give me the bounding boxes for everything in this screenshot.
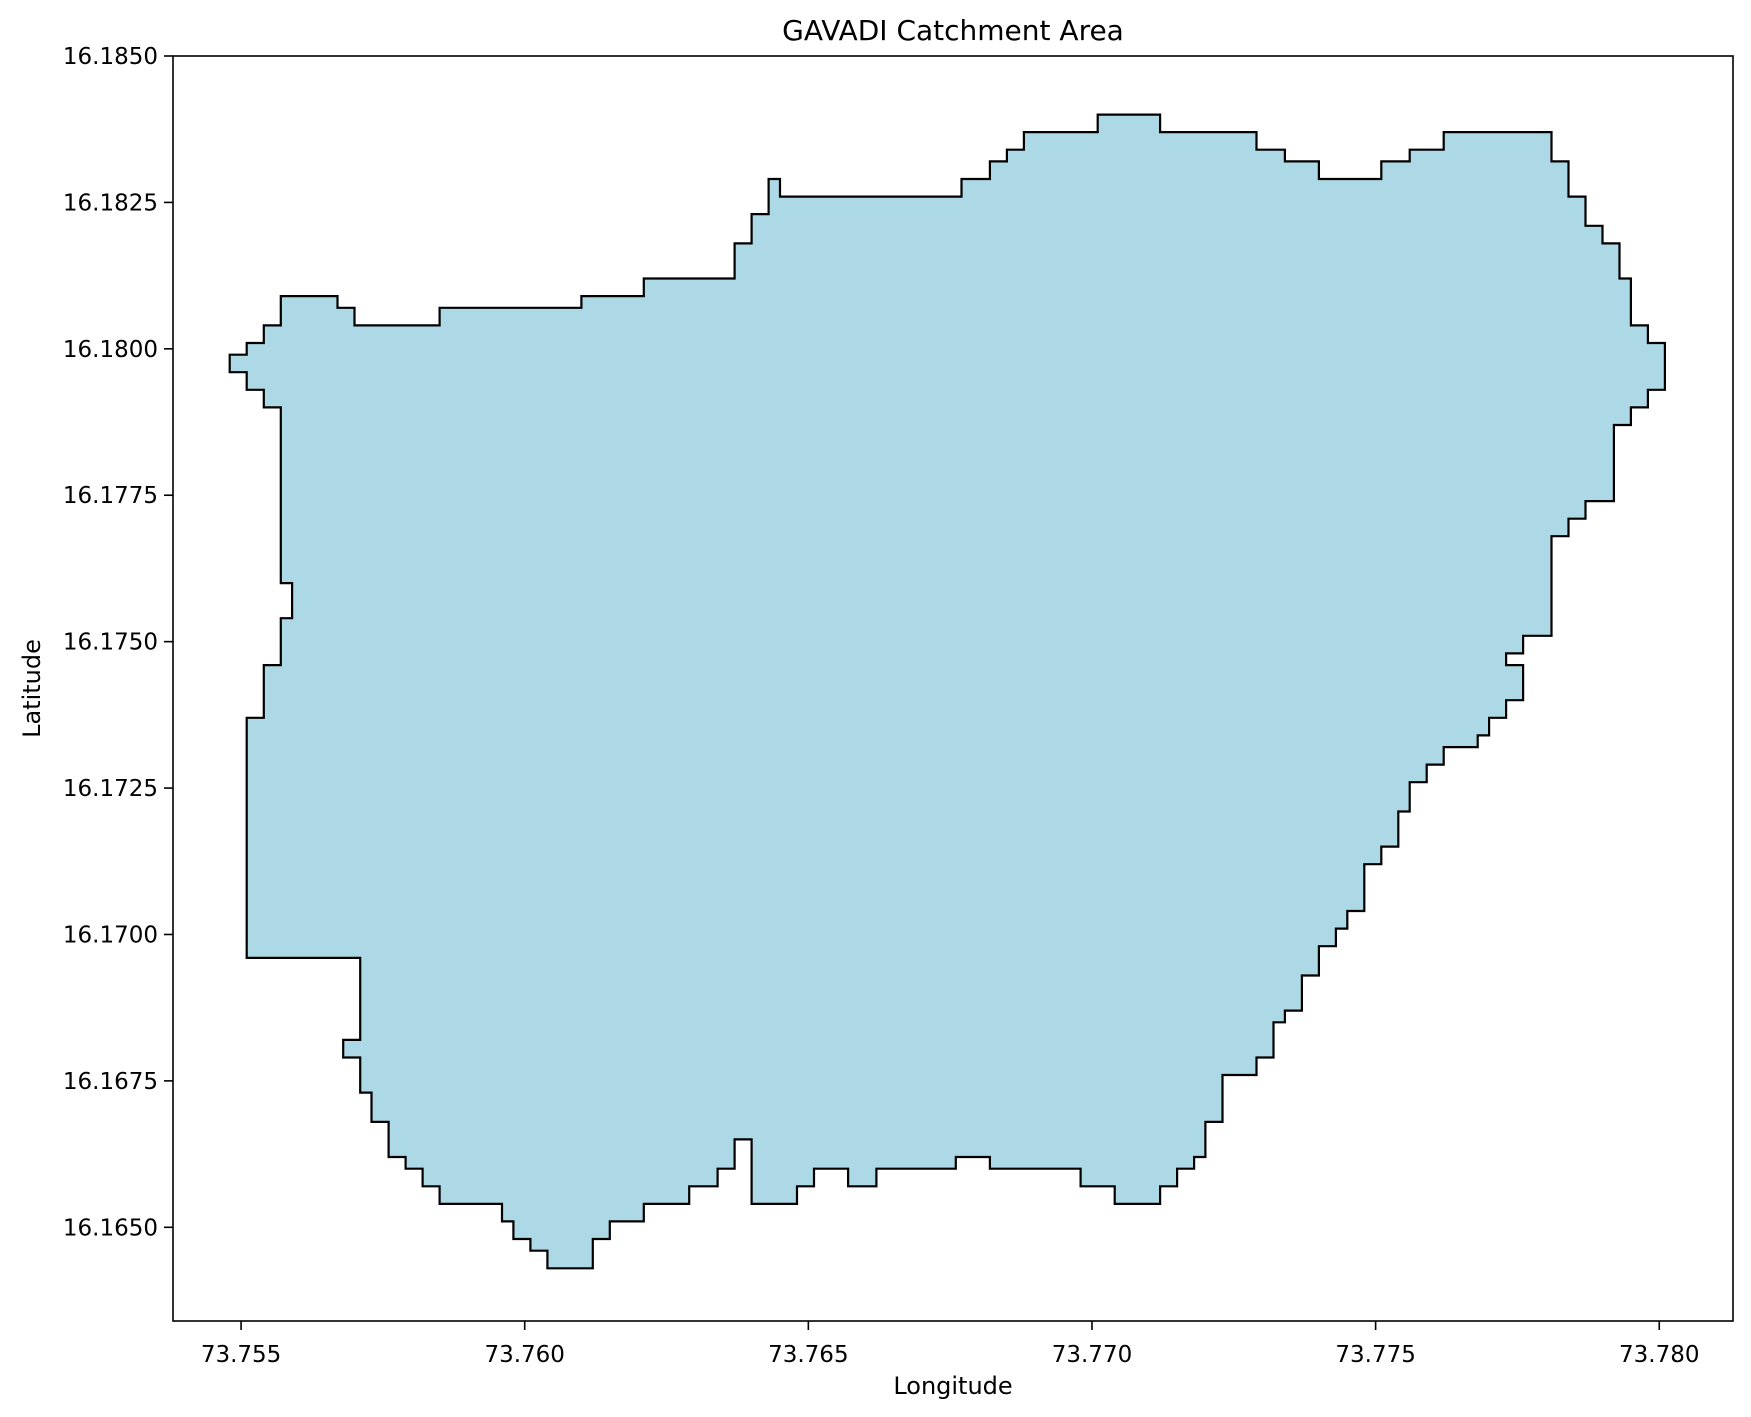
y-tick-label: 16.1750 [63, 630, 158, 656]
x-tick-label: 73.755 [201, 1342, 281, 1368]
y-tick-label: 16.1700 [63, 922, 158, 948]
x-tick-label: 73.765 [768, 1342, 848, 1368]
axes-frame [172, 55, 1734, 1322]
catchment-area-polygon [228, 113, 1666, 1270]
y-tick-label: 16.1775 [63, 483, 158, 509]
y-tick-label: 16.1825 [63, 190, 158, 216]
y-axis-label: Latitude [18, 639, 46, 738]
plot-area [228, 113, 1666, 1270]
y-axis-ticks: 16.1650 16.1675 16.1700 16.1725 16.1750 16.17… [63, 44, 173, 1241]
y-tick-label: 16.1650 [63, 1215, 158, 1241]
y-tick-label: 16.1725 [63, 776, 158, 802]
x-tick-label: 73.775 [1335, 1342, 1415, 1368]
map-title: GAVADI Catchment Area [782, 14, 1124, 47]
x-axis-label: Longitude [893, 1372, 1012, 1400]
x-tick-label: 73.760 [484, 1342, 564, 1368]
y-tick-label: 16.1800 [63, 337, 158, 363]
y-tick-label: 16.1850 [63, 44, 158, 70]
y-tick-label: 16.1675 [63, 1069, 158, 1095]
x-axis-ticks: 73.755 73.760 73.765 73.770 73.775 73.780 [201, 1321, 1699, 1368]
x-tick-label: 73.780 [1619, 1342, 1699, 1368]
x-tick-label: 73.770 [1052, 1342, 1132, 1368]
